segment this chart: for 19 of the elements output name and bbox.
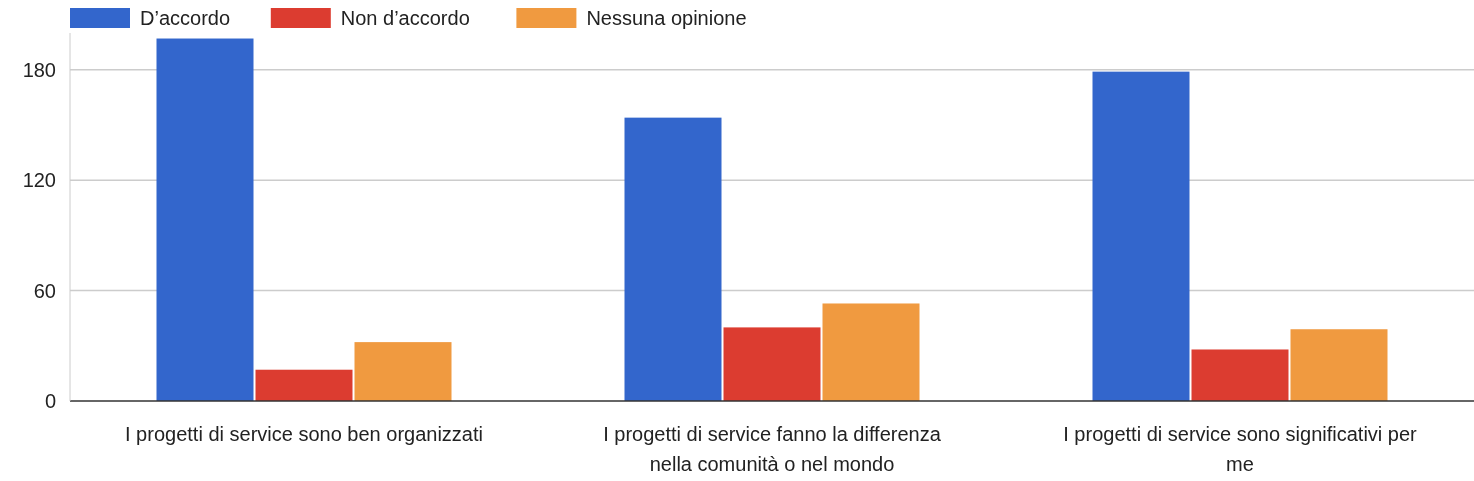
bar [354,342,452,401]
x-tick-label: I progetti di service sono ben organizzati [125,423,483,445]
bar [1191,349,1289,401]
bar [1290,329,1388,401]
y-tick-label: 180 [22,58,56,81]
bar [624,117,722,401]
y-tick-label: 120 [22,169,56,192]
bar [1092,71,1190,401]
bar [255,369,353,401]
y-tick-label: 0 [44,390,56,412]
bar [723,327,821,401]
x-tick-label: I progetti di service fanno la differenza nella comunità o nel mondo [603,423,942,475]
legend-label: Non d’accordo [340,7,470,29]
bar [822,303,920,401]
legend-label: Nessuna opinione [586,7,747,29]
legend-label: D’accordo [140,7,231,29]
y-tick-label: 60 [33,279,56,302]
x-tick-label: I progetti di service sono significativi per me [1063,423,1418,475]
bar [156,38,254,401]
